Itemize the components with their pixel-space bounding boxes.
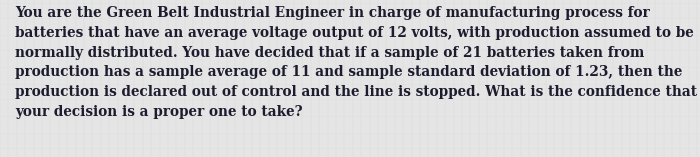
Text: You are the Green Belt Industrial Engineer in charge of manufacturing process fo: You are the Green Belt Industrial Engine… [15,6,697,119]
